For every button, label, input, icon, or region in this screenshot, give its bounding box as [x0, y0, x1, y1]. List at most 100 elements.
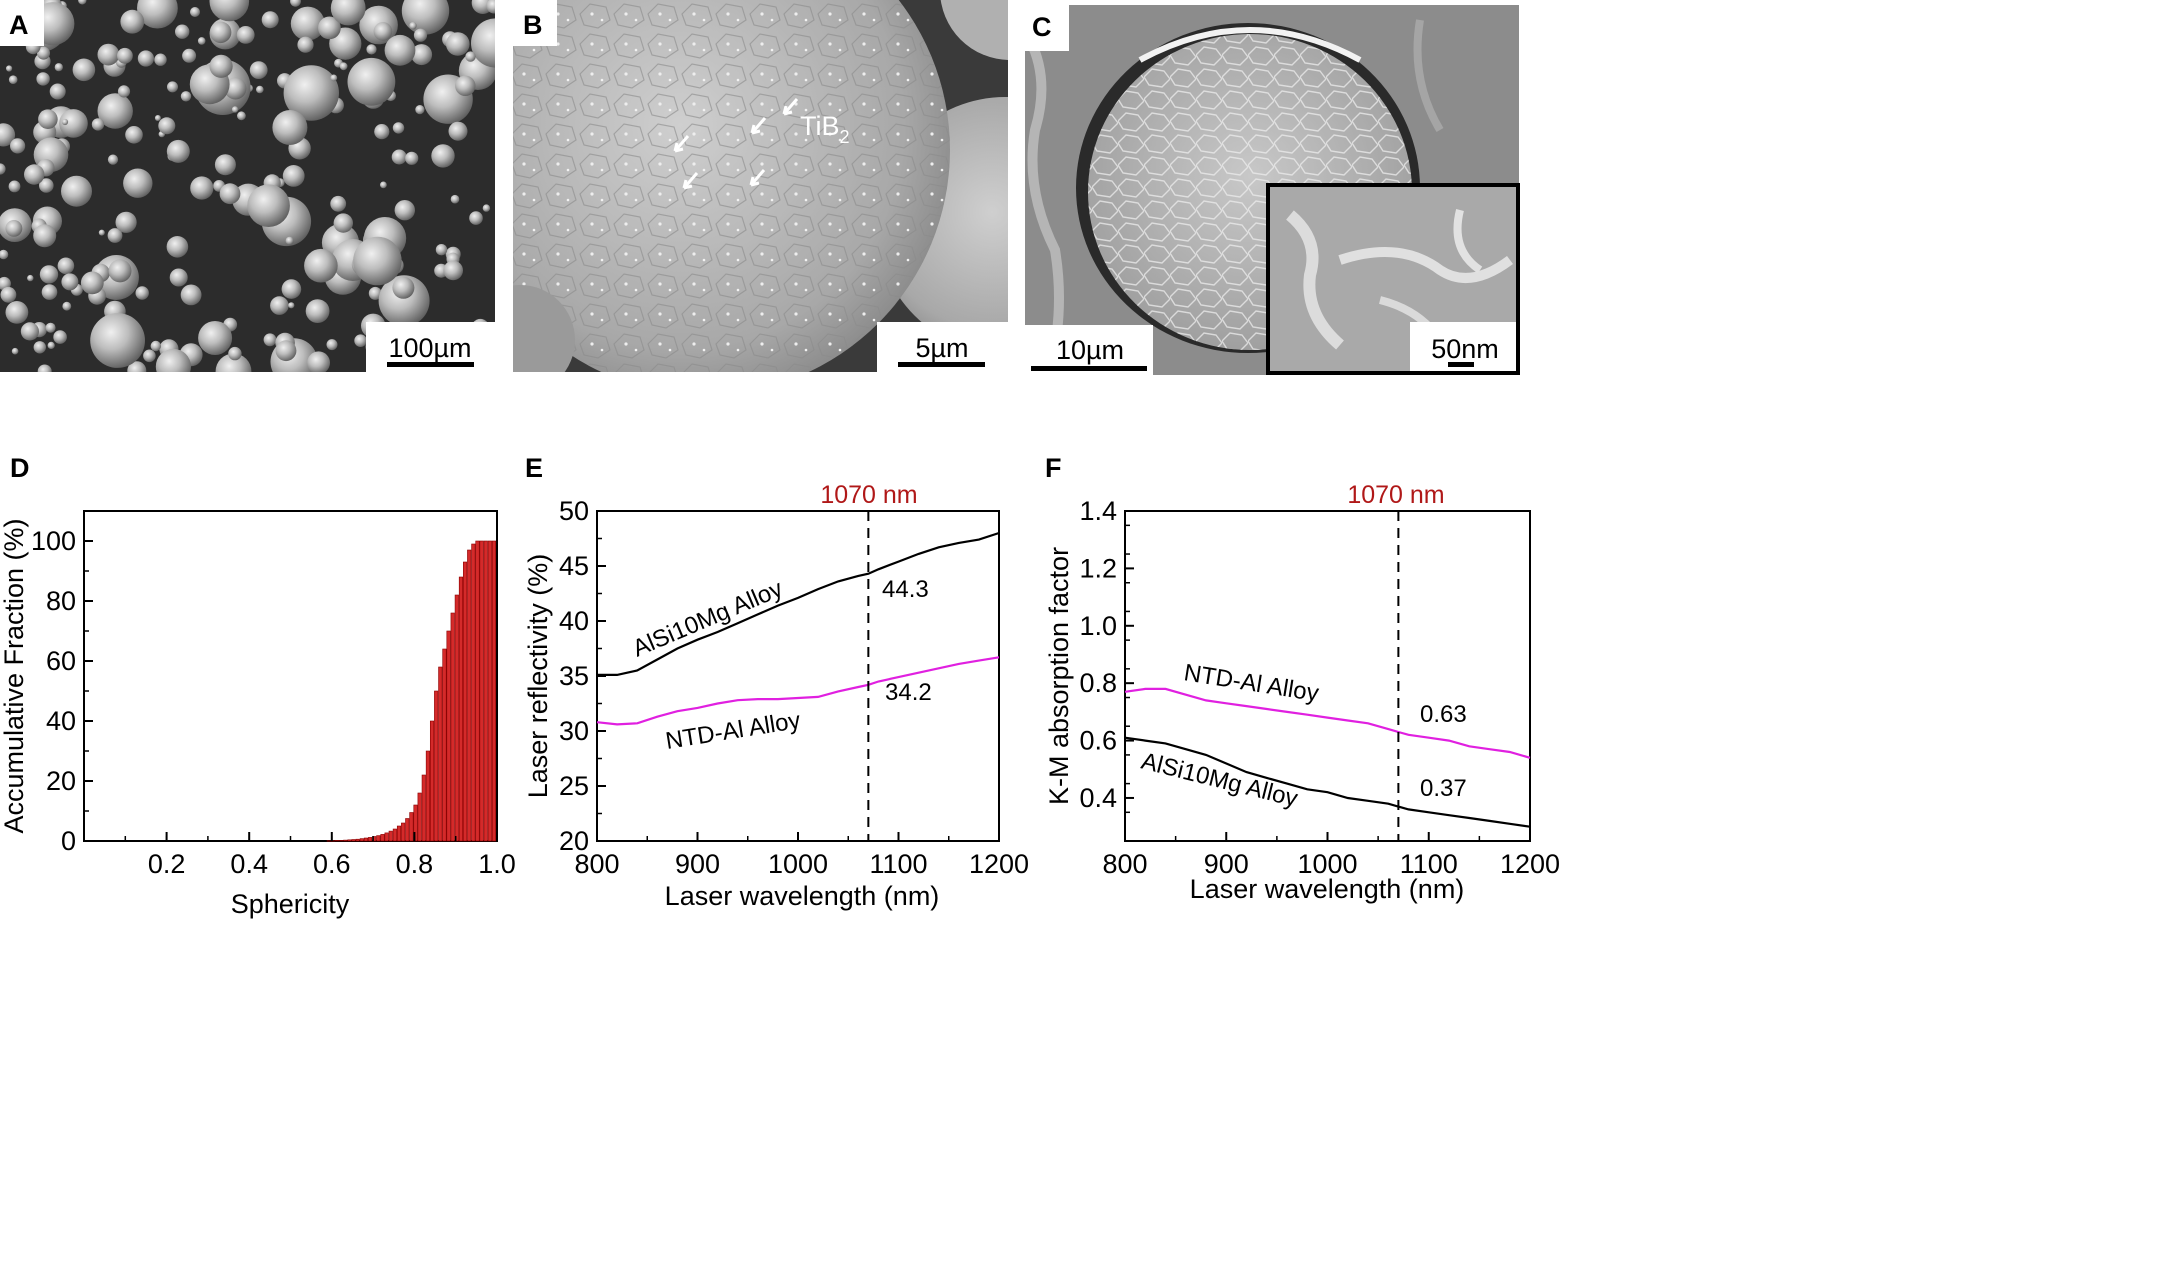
powder-particle	[347, 57, 396, 106]
powder-particle	[61, 273, 79, 291]
powder-particle	[435, 244, 448, 256]
y-tick-label: 35	[559, 661, 589, 691]
powder-particle	[255, 85, 264, 94]
powder-particle	[127, 361, 147, 372]
powder-particle	[62, 301, 72, 311]
powder-particle	[237, 111, 246, 121]
bar	[463, 561, 468, 842]
bar	[425, 750, 430, 842]
y-tick-label: 100	[31, 526, 76, 556]
inset-scale-bar	[1448, 362, 1474, 367]
panel-c-scale-label: 10µm	[1056, 335, 1124, 365]
bar	[401, 822, 406, 842]
powder-particle	[8, 180, 21, 193]
powder-particles	[0, 0, 495, 372]
bar	[359, 838, 364, 842]
powder-particle	[6, 65, 13, 72]
powder-particle	[78, 0, 87, 5]
powder-particle	[224, 77, 247, 100]
value-label-upper: 0.63	[1420, 701, 1467, 728]
powder-particle	[353, 236, 402, 286]
powder-particle	[190, 176, 214, 200]
series-line	[597, 531, 1000, 677]
y-tick-label: 1.4	[1079, 496, 1117, 526]
panel-c-scale-bar	[1031, 366, 1147, 371]
powder-particle	[482, 204, 491, 212]
powder-particle	[135, 286, 149, 300]
powder-particle	[11, 347, 19, 355]
value-label-lower: 0.37	[1420, 775, 1467, 802]
bar	[388, 830, 393, 842]
powder-particle	[115, 211, 137, 233]
powder-particle	[39, 265, 59, 284]
powder-particle	[443, 260, 464, 281]
powder-particle	[469, 211, 483, 225]
x-tick-label: 0.4	[230, 849, 268, 879]
panel-a-sem-image	[0, 0, 495, 372]
y-tick-label: 1.0	[1079, 611, 1117, 641]
powder-particle	[368, 286, 382, 300]
panel-a-scale-label: 100µm	[388, 333, 471, 363]
powder-particle	[0, 163, 6, 175]
powder-particle	[120, 9, 145, 34]
panel-b-scale-label: 5µm	[915, 333, 968, 363]
powder-particle	[155, 348, 191, 372]
powder-particle	[117, 47, 133, 64]
main-particle-texture	[513, 0, 950, 372]
powder-particle	[166, 139, 190, 163]
powder-particle	[107, 228, 123, 243]
curve-label-ntd-al: NTD-Al Alloy	[664, 707, 803, 755]
powder-particle	[465, 51, 476, 62]
bars	[326, 540, 497, 842]
bar	[326, 840, 331, 842]
bar	[405, 818, 410, 842]
x-tick-label: 900	[1204, 849, 1249, 879]
y-axis-label: Accumulative Fraction (%)	[0, 518, 29, 833]
powder-particle	[330, 74, 338, 82]
powder-particle	[247, 184, 290, 227]
powder-particle	[333, 213, 353, 233]
powder-particle	[214, 154, 236, 176]
powder-particle	[169, 268, 188, 287]
x-tick-label: 800	[1102, 849, 1147, 879]
panel-b-sem-image: TiB2	[513, 0, 1008, 372]
chart-f: 800 900 1000 1100 1200 0.4 0.6 0.8 1.0 1.2 1.4 107…	[1044, 481, 1560, 904]
bar	[487, 540, 492, 842]
powder-particle	[198, 321, 233, 355]
bar	[339, 840, 344, 842]
powder-particle	[392, 122, 405, 134]
powder-particle	[190, 7, 200, 17]
powder-particle	[123, 168, 153, 198]
inset-scale-label: 50nm	[1431, 334, 1499, 364]
y-tick-label: 1.2	[1079, 553, 1117, 583]
powder-particle	[91, 118, 105, 131]
powder-particle	[471, 18, 495, 68]
powder-particle	[36, 72, 50, 86]
powder-particle	[374, 124, 390, 140]
powder-particle	[10, 138, 26, 154]
small-particle	[513, 285, 575, 372]
powder-particle	[125, 126, 143, 144]
powder-particle	[197, 37, 206, 45]
bar	[471, 543, 476, 842]
x-axis-label: Laser wavelength (nm)	[665, 881, 940, 911]
powder-particle	[45, 322, 56, 333]
bar	[384, 832, 389, 842]
x-tick-label: 900	[675, 849, 720, 879]
bar	[438, 666, 443, 842]
powder-particle	[288, 302, 295, 309]
powder-particle	[354, 334, 367, 348]
bar	[429, 720, 435, 842]
y-tick-label: 80	[46, 586, 76, 616]
bar	[467, 549, 472, 842]
powder-particle	[97, 93, 133, 129]
series-lines	[1124, 687, 1531, 828]
powder-particle	[8, 75, 18, 84]
neighbor-particle-top	[940, 0, 1008, 60]
powder-particle	[330, 195, 347, 212]
bar	[491, 540, 497, 842]
powder-particle	[5, 220, 23, 237]
bar	[434, 690, 439, 842]
powder-particle	[154, 115, 161, 121]
